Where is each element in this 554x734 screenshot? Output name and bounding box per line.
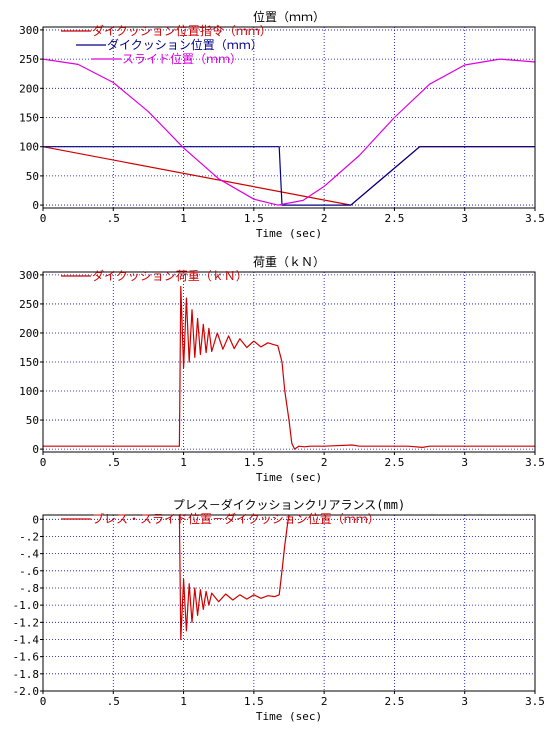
- series-line: [178, 514, 290, 641]
- y-tick-label: 100: [19, 385, 39, 398]
- x-axis-label: Time (sec): [256, 710, 322, 723]
- x-tick-label: 2.5: [384, 695, 404, 708]
- x-tick-label: 1: [180, 212, 187, 225]
- legend-label: スライド位置（ｍｍ）: [122, 51, 242, 66]
- chart-title: 位置（ｍｍ）: [253, 9, 325, 24]
- x-tick-label: 2.5: [384, 212, 404, 225]
- y-tick-label: 200: [19, 82, 39, 95]
- chart-panel-position: 位置（ｍｍ） Time (sec) 0 .5 1 1.5 2 2.5 3 3.5 0 50 100 1…: [19, 9, 545, 240]
- x-tick-label: .5: [107, 212, 120, 225]
- x-tick-label: 2: [321, 695, 328, 708]
- y-tick-label: 0: [32, 443, 39, 456]
- y-tick-label: 50: [26, 170, 39, 183]
- axes-frame: [42, 271, 536, 453]
- x-tick-label: 2: [321, 456, 328, 469]
- y-tick-label: 250: [19, 53, 39, 66]
- x-tick-label: 2: [321, 212, 328, 225]
- x-tick-label: 3: [461, 695, 468, 708]
- y-tick-label: -.4: [19, 548, 39, 561]
- y-tick-label: 150: [19, 356, 39, 369]
- x-tick-label: .5: [107, 456, 120, 469]
- x-tick-label: 1: [180, 456, 187, 469]
- x-axis-label: Time (sec): [256, 227, 322, 240]
- x-tick-label: 3: [461, 212, 468, 225]
- x-tick-label: 3.5: [525, 695, 545, 708]
- y-tick-label: -.2: [19, 530, 39, 543]
- chart-panel-load: 荷重（ｋＮ） Time (sec) 0 .5 1 1.5 2 2.5 3 3.5 0 50 100 1…: [19, 255, 545, 484]
- legend-label: プレス・スライド位置－ダイクッション位置（ｍｍ）: [92, 511, 380, 526]
- axes-frame: [42, 514, 536, 692]
- x-axis-label: Time (sec): [256, 471, 322, 484]
- y-tick-label: -1.2: [13, 616, 40, 629]
- y-tick-label: 300: [19, 24, 39, 37]
- x-tick-label: 1: [180, 695, 187, 708]
- y-tick-label: -1.4: [13, 633, 40, 646]
- series-line: [43, 285, 535, 450]
- y-tick-label: -1.0: [13, 599, 40, 612]
- y-tick-label: 200: [19, 327, 39, 340]
- chart-title: プレス－ダイクッションクリアランス(mm): [173, 497, 405, 512]
- y-tick-label: -2.0: [13, 685, 40, 698]
- legend-label: ダイクッション位置指令（ｍｍ）: [92, 23, 272, 38]
- x-tick-label: 1.5: [244, 456, 264, 469]
- x-tick-label: 3.5: [525, 456, 545, 469]
- x-tick-label: 0: [40, 456, 47, 469]
- plot-area: [43, 515, 535, 691]
- y-tick-label: 150: [19, 112, 39, 125]
- chart-panel-clearance: プレス－ダイクッションクリアランス(mm) Time (sec) 0 .5 1 1.5…: [13, 497, 545, 723]
- series-line: [43, 146, 535, 206]
- axes-frame: [42, 26, 536, 209]
- y-tick-label: -1.6: [13, 651, 40, 664]
- x-tick-label: 1.5: [244, 695, 264, 708]
- y-tick-label: -1.8: [13, 668, 40, 681]
- series-line: [42, 58, 536, 206]
- x-tick-label: 0: [40, 695, 47, 708]
- legend-label: ダイクッション位置（ｍｍ）: [107, 37, 263, 52]
- y-tick-label: 0: [32, 199, 39, 212]
- y-tick-label: 300: [19, 269, 39, 282]
- x-tick-label: 0: [40, 212, 47, 225]
- y-tick-label: 50: [26, 414, 39, 427]
- x-tick-label: .5: [107, 695, 120, 708]
- legend-label: ダイクッション荷重（ｋＮ）: [92, 268, 248, 283]
- y-tick-label: -.8: [19, 582, 39, 595]
- y-tick-label: 250: [19, 298, 39, 311]
- y-tick-label: 100: [19, 141, 39, 154]
- chart-title: 荷重（ｋＮ）: [253, 255, 325, 269]
- x-tick-label: 3.5: [525, 212, 545, 225]
- x-tick-label: 1.5: [244, 212, 264, 225]
- x-tick-label: 3: [461, 456, 468, 469]
- x-tick-label: 2.5: [384, 456, 404, 469]
- y-tick-label: -.6: [19, 565, 39, 578]
- y-tick-label: 0: [32, 513, 39, 526]
